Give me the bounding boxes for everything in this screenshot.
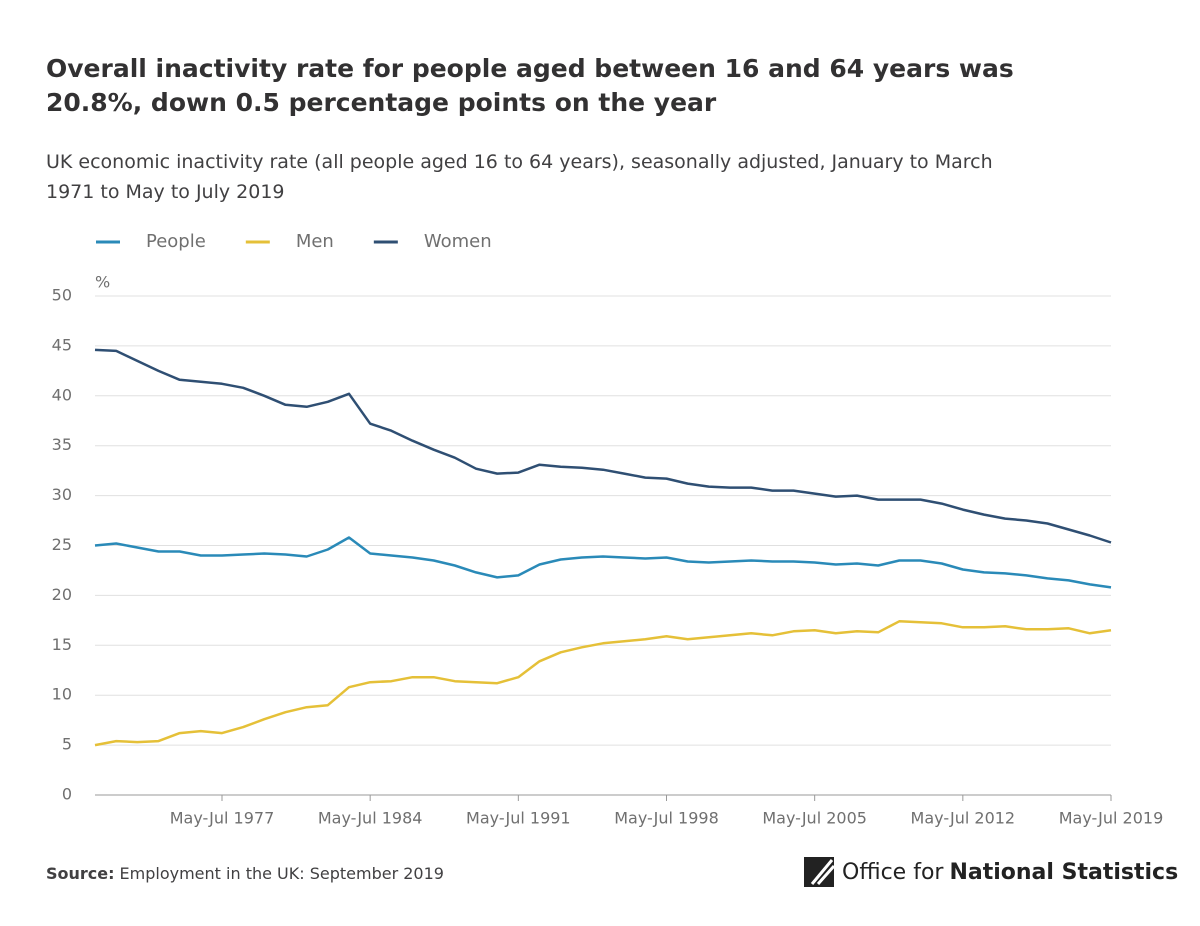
y-tick-label: 15	[52, 635, 72, 654]
x-tick-label: May-Jul 1977	[170, 809, 275, 828]
x-tick-label: May-Jul 1998	[614, 809, 719, 828]
chart-title: Overall inactivity rate for people aged …	[46, 54, 1014, 117]
series-line	[94, 348, 1112, 544]
series-line	[94, 620, 1112, 747]
logo-icon-stroke	[810, 859, 836, 885]
x-tick-label: May-Jul 2019	[1059, 809, 1164, 828]
source: Source: Employment in the UK: September 2…	[46, 864, 444, 883]
legend-label: Men	[296, 231, 334, 252]
source-text: Employment in the UK: September 2019	[120, 864, 444, 883]
x-tick-label: May-Jul 1991	[466, 809, 571, 828]
legend: People Men Women	[96, 231, 492, 252]
x-tick-label: May-Jul 2012	[911, 809, 1016, 828]
logo-bold: National Statistics	[949, 860, 1178, 885]
y-tick-label: 0	[62, 785, 72, 804]
logo-text: Office for National Statistics	[842, 860, 1178, 885]
y-tick-label: 10	[52, 685, 72, 704]
y-tick-label: 5	[62, 735, 72, 754]
legend-label: People	[146, 231, 206, 252]
y-tick-label: 40	[52, 385, 72, 404]
y-unit: %	[95, 273, 110, 292]
chart-subtitle: UK economic inactivity rate (all people …	[46, 151, 993, 203]
logo-light: Office for	[842, 860, 944, 885]
x-tick-label: May-Jul 2005	[762, 809, 867, 828]
y-tick-label: 30	[52, 485, 72, 504]
y-tick-label: 25	[52, 535, 72, 554]
legend-label: Women	[424, 231, 492, 252]
y-tick-label: 20	[52, 585, 72, 604]
y-tick-label: 35	[52, 435, 72, 454]
y-tick-label: 50	[52, 286, 72, 305]
series-line	[94, 536, 1112, 589]
logo: Office for National Statistics	[804, 857, 1178, 887]
y-tick-label: 45	[52, 335, 72, 354]
x-tick-label: May-Jul 1984	[318, 809, 423, 828]
source-label: Source:	[46, 864, 115, 883]
